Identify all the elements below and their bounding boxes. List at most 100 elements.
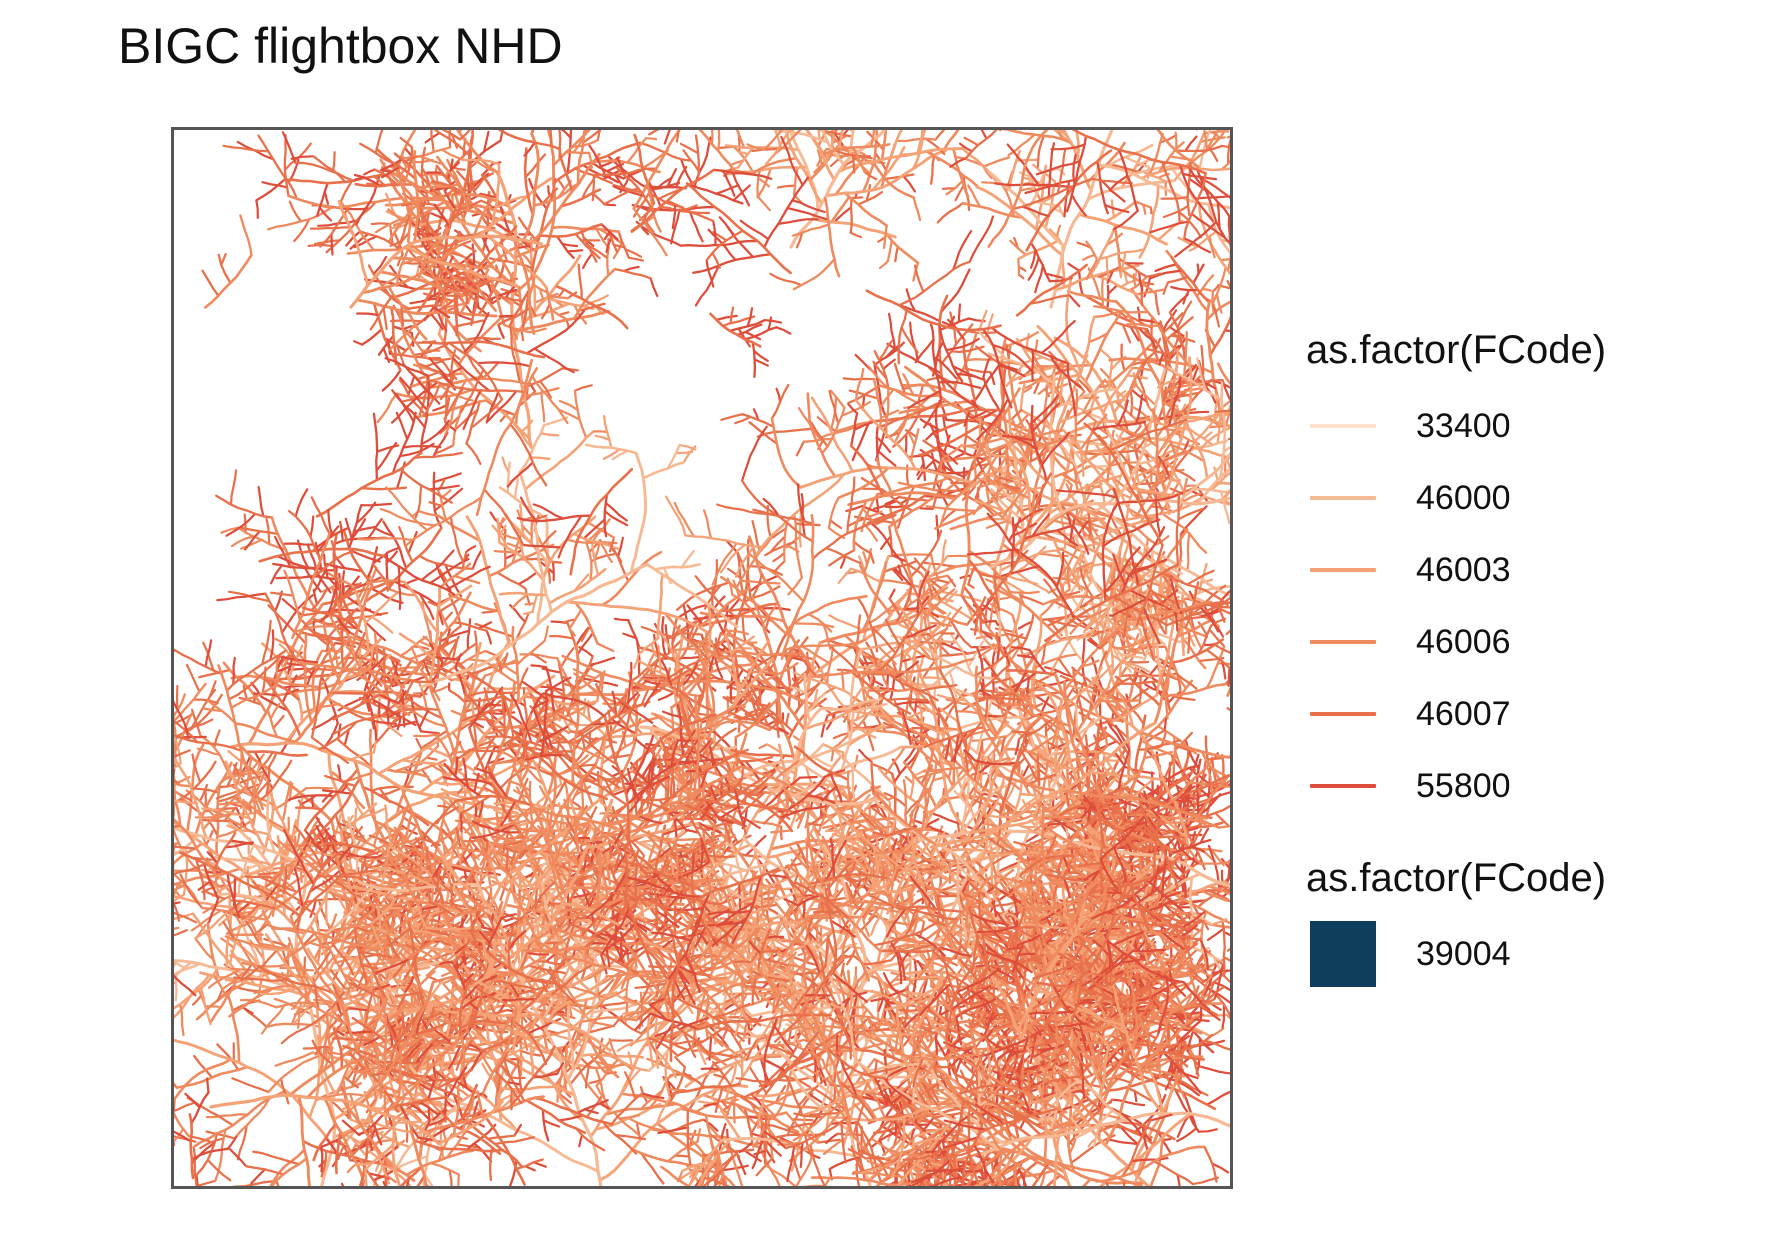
flowline	[379, 680, 396, 684]
flowline	[495, 658, 519, 676]
flowline	[568, 655, 594, 697]
flowline	[191, 753, 202, 784]
flowline	[738, 1141, 754, 1154]
flowline	[336, 582, 362, 605]
flowline	[337, 764, 342, 782]
flowline	[301, 619, 329, 646]
flowline	[171, 781, 192, 788]
flowline	[395, 745, 425, 816]
flowline	[171, 842, 204, 868]
flowline	[545, 666, 556, 714]
flowline	[987, 602, 995, 630]
flowline	[468, 718, 484, 729]
flowline	[953, 1169, 984, 1173]
flowline	[541, 667, 562, 674]
flowline	[171, 762, 182, 772]
flowline	[370, 587, 404, 604]
flowline	[888, 588, 896, 600]
flowline	[451, 944, 585, 1122]
flowline	[414, 1025, 443, 1043]
flowline	[340, 782, 349, 794]
map-panel[interactable]	[171, 127, 1233, 1189]
flowline	[439, 629, 470, 643]
flowline	[784, 1087, 814, 1098]
flowline	[836, 668, 855, 673]
flowline	[454, 740, 493, 761]
flowline	[171, 970, 197, 997]
flowline	[448, 740, 462, 758]
flowline	[294, 806, 324, 811]
flowline	[365, 1098, 377, 1114]
flowline	[467, 690, 519, 698]
flowline	[487, 710, 505, 727]
flowline	[529, 956, 548, 976]
flowline	[837, 567, 853, 584]
flowline	[321, 789, 353, 795]
flowline	[483, 887, 499, 910]
flowline	[230, 535, 255, 548]
flowline	[530, 664, 548, 669]
flowline	[303, 633, 313, 725]
flowline	[640, 1152, 665, 1185]
flowline	[391, 676, 425, 688]
flowline	[191, 912, 237, 973]
flowline	[739, 1094, 758, 1109]
flowline	[485, 942, 538, 1010]
flowline	[329, 690, 422, 698]
flowline	[402, 717, 417, 727]
flowline	[199, 734, 229, 773]
flowline	[479, 696, 498, 715]
flowline	[471, 550, 482, 570]
flowline	[391, 1010, 399, 1028]
flowline	[450, 892, 480, 904]
flowline	[171, 867, 242, 888]
flowline	[428, 762, 452, 777]
flowline	[312, 569, 327, 593]
flowline	[173, 733, 182, 765]
flowline	[172, 682, 207, 723]
flowline	[238, 743, 334, 823]
flowline	[1210, 918, 1228, 926]
flowline	[1106, 937, 1136, 941]
flowline	[620, 1092, 706, 1116]
flowline	[171, 926, 180, 931]
flowline	[195, 1132, 219, 1177]
flowline	[342, 529, 374, 587]
flowline	[550, 1032, 583, 1047]
flowline	[215, 789, 242, 800]
flowline	[325, 638, 332, 653]
flowline	[171, 901, 181, 906]
flowline	[370, 785, 414, 792]
flowline	[473, 724, 478, 748]
flowline	[452, 732, 467, 758]
flowline	[335, 865, 427, 890]
flowline	[551, 1051, 575, 1063]
flowline	[731, 960, 751, 964]
flowline	[433, 685, 449, 693]
flowline	[336, 1041, 359, 1095]
flowline	[598, 1084, 749, 1182]
flowline	[362, 903, 392, 907]
flowline	[420, 730, 440, 735]
flowline	[373, 632, 379, 667]
flowline	[352, 1000, 415, 1038]
flowline	[321, 790, 334, 803]
flowline	[261, 642, 304, 724]
flowline	[205, 1130, 236, 1140]
flowline	[448, 688, 467, 704]
flowline	[741, 612, 747, 644]
flowline	[385, 550, 398, 564]
flowline	[343, 727, 351, 747]
flowline	[270, 564, 283, 585]
flowline	[751, 1055, 782, 1063]
flowline	[329, 769, 366, 810]
flowline	[275, 575, 338, 581]
flowline	[830, 1121, 860, 1125]
flowline	[404, 679, 415, 701]
flowline	[183, 718, 214, 732]
flowline	[229, 741, 519, 815]
flowline	[368, 728, 379, 833]
flowline	[358, 566, 378, 606]
flowline	[341, 570, 346, 598]
flowline	[237, 526, 287, 551]
